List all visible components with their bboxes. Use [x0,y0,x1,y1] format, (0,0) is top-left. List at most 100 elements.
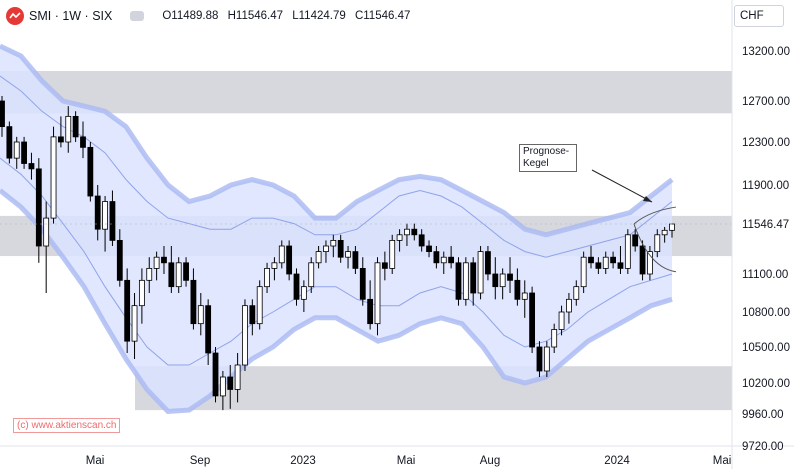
candle-body [308,262,315,288]
x-tick-label: 2024 [604,455,630,467]
candle-body [94,195,101,230]
y-tick-label: 10200.00 [742,378,790,390]
candle-body [514,279,521,300]
candle-body [286,245,293,275]
callout-line-2: Kegel [523,158,549,169]
callout-line-1: Prognose- [523,146,570,157]
candle-body [566,298,572,313]
candle-body [138,279,145,307]
candle-body [175,262,182,288]
forecast-callout: Prognose- Kegel [519,144,577,172]
candle-body [28,163,35,170]
high-value: H11546.47 [227,10,284,22]
candle-body [462,262,469,300]
x-tick-label: Mai [86,455,105,467]
y-tick-label: 12700.00 [742,96,790,108]
candle-body [374,262,381,325]
candle-body [300,286,307,300]
candle-body [426,245,432,253]
smi-logo-icon [6,7,24,25]
candle-body [477,251,484,294]
candle-body [242,305,248,366]
visibility-toggle-icon[interactable] [130,11,145,21]
candle-body [293,273,300,300]
y-tick-label: 10500.00 [742,342,790,354]
candle-body [507,273,513,281]
candle-body [65,115,72,143]
y-tick-label: 11100.00 [742,269,788,281]
candle-body [470,262,477,294]
y-tick-label: 13200.00 [742,46,790,58]
candle-body [183,262,189,281]
candle-body [212,352,219,397]
candle-body [256,286,263,325]
candle-body [359,268,366,300]
candle-body [529,292,536,348]
candle-body [43,217,50,247]
candle-body [367,298,374,325]
candle-body [6,126,13,159]
candle-body [0,100,5,128]
candle-body [278,245,285,264]
candle-body [124,279,131,342]
candle-body [352,251,359,269]
forecast-cone-upper [633,206,677,225]
candle-body [624,234,631,269]
candle-body [632,234,639,247]
candle-body [617,262,624,269]
candle-body [499,273,506,288]
candle-body [58,136,64,143]
y-tick-label: 9960.00 [742,409,784,421]
candle-body [551,329,558,348]
band-outer-lower [0,188,673,414]
candle-body [492,273,499,288]
symbol-title[interactable]: SMI · 1W · SIX [29,9,113,23]
candle-body [345,251,351,258]
candle-body [87,146,94,197]
candle-body [602,256,609,269]
candle-body [21,141,27,164]
watermark: (c) www.aktienscan.ch [13,418,121,433]
forecast-cone-lower [633,223,677,273]
candle-body [35,168,42,247]
x-tick-label: Mai [397,455,416,467]
candle-body [654,234,661,253]
candle-body [639,245,646,275]
candle-body [411,228,418,236]
candle-body [433,251,440,264]
candle-body [396,234,403,241]
candle-body [168,262,175,288]
candle-body [610,256,616,264]
candle-body [249,305,256,325]
band-outer-upper [0,43,674,238]
support-resistance-zone [0,71,732,114]
candle-body [80,136,86,148]
candle-body [116,240,123,281]
candle-body [389,240,396,269]
candle-body [146,268,153,281]
candle-body [521,292,528,300]
candle-body [448,256,455,264]
candle-body [271,262,278,269]
candle-body [330,240,337,247]
candle-body [573,286,580,300]
candle-body [485,251,491,275]
close-value: C11546.47 [354,10,411,22]
x-tick-label: 2023 [290,455,316,467]
candle-body [404,228,410,236]
candle-body [109,201,116,241]
candle-body [50,136,57,219]
band-fill [0,46,672,412]
band-inner-lower [0,157,673,366]
y-tick-label: 9720.00 [742,441,784,453]
x-tick-label: Aug [480,455,500,467]
y-tick-label: 10800.00 [742,307,790,319]
candle-body [205,305,212,354]
candle-body [588,256,594,264]
candle-body [337,240,344,258]
candle-body [264,268,270,288]
candle-body [536,346,543,372]
currency-button[interactable]: CHF [734,5,784,27]
callout-arrowhead [643,196,652,202]
